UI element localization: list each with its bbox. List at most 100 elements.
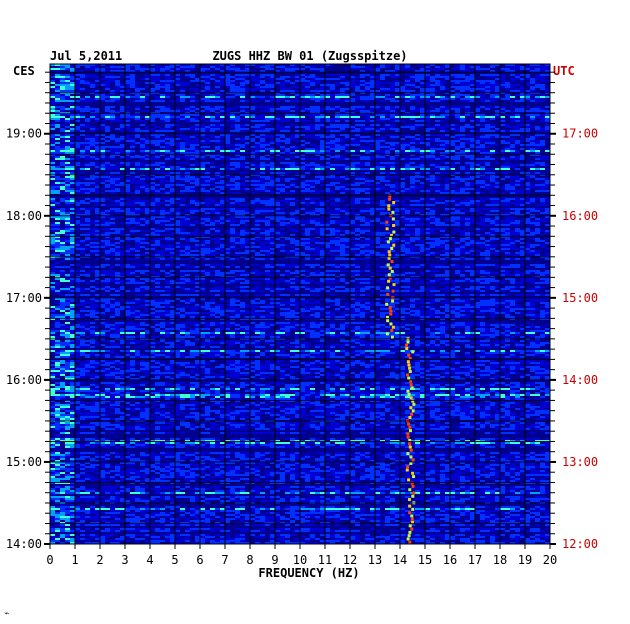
spectrogram-cell	[95, 204, 100, 206]
spectrogram-cell	[425, 188, 430, 190]
spectrogram-cell	[50, 76, 55, 78]
spectrogram-cell	[460, 114, 465, 116]
spectrogram-cell	[465, 168, 470, 170]
spectrogram-cell	[390, 162, 395, 164]
spectrogram-cell	[220, 214, 225, 216]
spectrogram-cell	[140, 154, 145, 156]
spectrogram-cell	[125, 96, 130, 98]
spectrogram-cell	[80, 106, 85, 108]
spectrogram-cell	[540, 116, 545, 118]
spectrogram-cell	[240, 64, 245, 66]
spectrogram-cell	[140, 110, 145, 112]
spectrogram-cell	[55, 158, 60, 160]
spectrogram-cell	[125, 126, 130, 128]
spectrogram-cell	[380, 86, 385, 88]
spectrogram-cell	[400, 178, 405, 180]
spectrogram-cell	[345, 134, 350, 136]
spectrogram-cell	[320, 150, 325, 152]
spectrogram-cell	[275, 180, 280, 182]
spectrogram-cell	[355, 154, 360, 156]
spectrogram-cell	[200, 202, 205, 204]
spectrogram-cell	[130, 168, 135, 170]
spectrogram-cell	[470, 172, 475, 174]
spectrogram-cell	[515, 200, 520, 202]
spectrogram-cell	[270, 142, 275, 144]
spectrogram-cell	[195, 90, 200, 92]
spectrogram-cell	[210, 118, 215, 120]
spectrogram-cell	[215, 100, 220, 102]
spectrogram-cell	[310, 68, 315, 70]
spectrogram-cell	[50, 160, 55, 162]
spectrogram-cell	[150, 164, 155, 166]
spectrogram-cell	[210, 100, 215, 102]
spectrogram-cell	[340, 90, 345, 92]
spectrogram-cell	[395, 142, 400, 144]
spectrogram-cell	[280, 134, 285, 136]
spectrogram-cell	[510, 100, 515, 102]
spectrogram-cell	[295, 66, 300, 68]
spectrogram-cell	[65, 126, 70, 128]
spectrogram-cell	[80, 190, 85, 192]
spectrogram-cell	[540, 84, 545, 86]
spectrogram-cell	[95, 64, 100, 66]
spectrogram-cell	[520, 110, 525, 112]
spectrogram-cell	[105, 136, 110, 138]
spectrogram-cell	[310, 212, 315, 214]
spectrogram-cell	[240, 146, 245, 148]
spectrogram-cell	[65, 96, 70, 98]
spectrogram-cell	[530, 144, 535, 146]
spectrogram-cell	[175, 80, 180, 82]
spectrogram-cell	[195, 84, 200, 86]
spectrogram-cell	[350, 158, 355, 160]
spectrogram-cell	[245, 124, 250, 126]
spectrogram-cell	[415, 164, 420, 166]
spectrogram-cell	[525, 124, 530, 126]
spectrogram-cell	[340, 184, 345, 186]
spectrogram-cell	[90, 146, 95, 148]
spectrogram-cell	[145, 168, 150, 170]
spectrogram-cell	[80, 98, 85, 100]
spectrogram-cell	[455, 130, 460, 132]
spectrogram-cell	[325, 78, 330, 80]
spectrogram-cell	[140, 220, 145, 222]
spectrogram-cell	[535, 110, 540, 112]
spectrogram-cell	[490, 176, 495, 178]
spectrogram-cell	[315, 90, 320, 92]
spectrogram-cell	[260, 110, 265, 112]
spectrogram-cell	[190, 146, 195, 148]
spectrogram-cell	[345, 184, 350, 186]
spectrogram-cell	[50, 176, 55, 178]
spectrogram-cell	[495, 128, 500, 130]
spectrogram-cell	[145, 68, 150, 70]
spectrogram-cell	[490, 70, 495, 72]
spectrogram-cell	[425, 64, 430, 66]
spectrogram-cell	[515, 64, 520, 66]
spectrogram-cell	[250, 182, 255, 184]
spectrogram-cell	[220, 108, 225, 110]
spectrogram-cell	[290, 66, 295, 68]
spectrogram-cell	[260, 162, 265, 164]
spectrogram-cell	[455, 202, 460, 204]
spectrogram-cell	[455, 136, 460, 138]
spectrogram-cell	[160, 98, 165, 100]
spectrogram-cell	[55, 82, 60, 84]
spectrogram-cell	[490, 198, 495, 200]
spectrogram-cell	[260, 158, 265, 160]
spectrogram-cell	[155, 64, 160, 66]
spectrogram-cell	[65, 178, 70, 180]
spectrogram-cell	[225, 110, 230, 112]
spectrogram-cell	[545, 168, 550, 170]
spectrogram-cell	[205, 216, 210, 218]
spectrogram-cell	[150, 190, 155, 192]
spectrogram-cell	[245, 136, 250, 138]
spectrogram-cell	[495, 64, 500, 66]
spectrogram-cell	[525, 218, 530, 220]
spectrogram-cell	[310, 114, 315, 116]
spectrogram-cell	[60, 212, 65, 214]
spectrogram-cell	[405, 80, 410, 82]
spectrogram-cell	[195, 202, 200, 204]
spectrogram-cell	[520, 74, 525, 76]
spectrogram-cell	[175, 66, 180, 68]
spectrogram-cell	[315, 168, 320, 170]
spectrogram-cell	[130, 134, 135, 136]
